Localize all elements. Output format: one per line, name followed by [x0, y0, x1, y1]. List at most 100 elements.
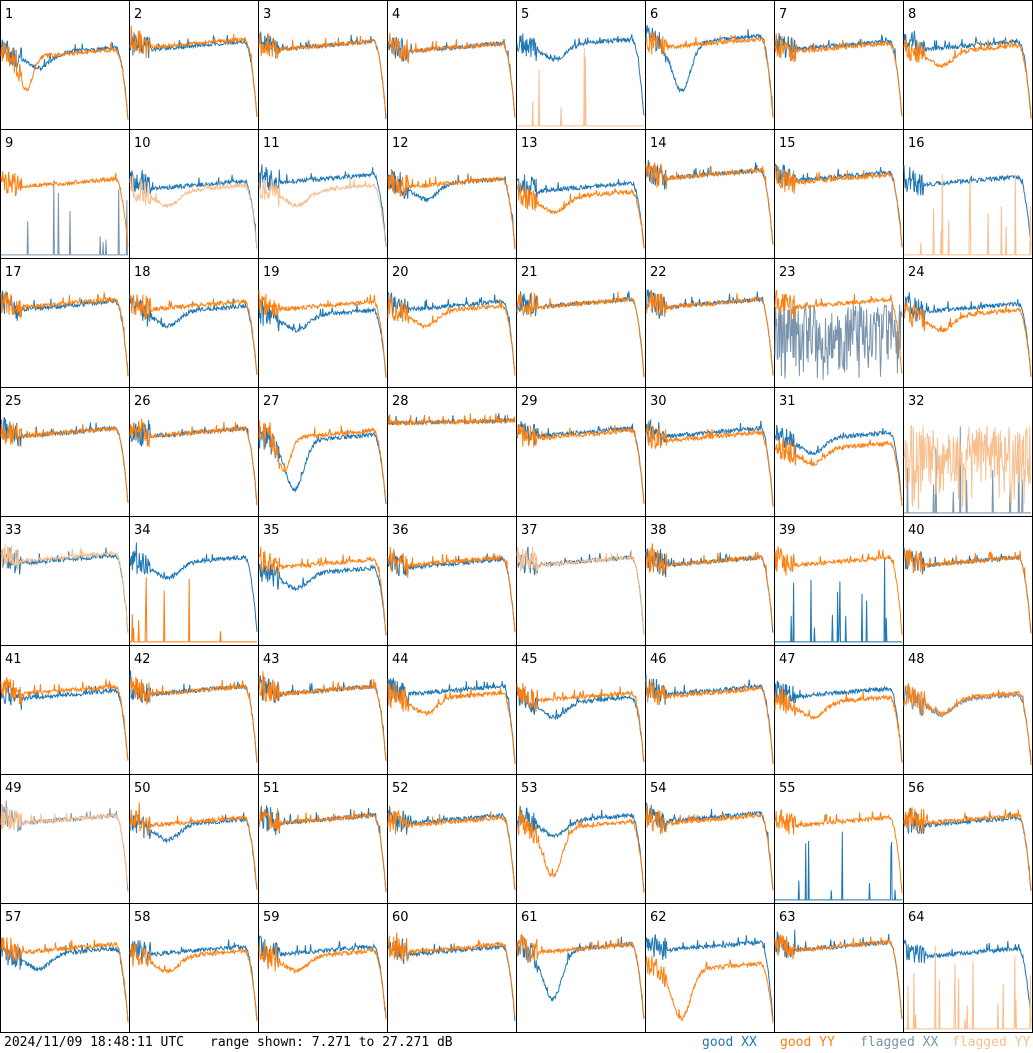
panel-14: 14 — [645, 129, 775, 259]
panel-60: 60 — [387, 903, 517, 1033]
series-xx-panel-64 — [903, 938, 1032, 1023]
panel-label: 16 — [908, 136, 925, 151]
series-yy-panel-2 — [129, 25, 258, 117]
panel-label: 38 — [650, 523, 667, 538]
panel-22: 22 — [645, 258, 775, 388]
series-xx-panel-46 — [645, 674, 774, 764]
panel-label: 54 — [650, 781, 667, 796]
series-yy-panel-62 — [645, 955, 774, 1024]
series-yy-panel-39 — [774, 546, 903, 636]
panel-label: 17 — [5, 265, 22, 280]
series-xx-panel-62 — [645, 934, 774, 1021]
series-yy-panel-63 — [774, 934, 903, 1020]
series-xx-panel-58 — [129, 939, 258, 1021]
panel-label: 45 — [521, 652, 538, 667]
panel-label: 6 — [650, 7, 658, 22]
series-yy-panel-18 — [129, 294, 258, 375]
panel-label: 19 — [263, 265, 280, 280]
panel-label: 57 — [5, 910, 22, 925]
panel-label: 20 — [392, 265, 409, 280]
panel-24: 24 — [903, 258, 1033, 388]
series-xx-panel-45 — [516, 687, 645, 763]
panel-32: 32 — [903, 387, 1033, 517]
panel-label: 14 — [650, 136, 667, 151]
panel-17: 17 — [0, 258, 130, 388]
panel-label: 63 — [779, 910, 796, 925]
panel-41: 41 — [0, 645, 130, 775]
panel-56: 56 — [903, 774, 1033, 904]
series-yy-panel-32 — [903, 425, 1032, 510]
series-yy-panel-61 — [516, 933, 645, 1020]
series-yy-panel-4 — [387, 32, 516, 118]
panel-border — [774, 0, 904, 130]
series-xx-panel-49 — [0, 800, 129, 892]
panel-48: 48 — [903, 645, 1033, 775]
panel-label: 36 — [392, 523, 409, 538]
series-yy-panel-19 — [258, 290, 387, 378]
panel-label: 25 — [5, 394, 22, 409]
series-yy-panel-57 — [0, 937, 129, 1023]
panel-20: 20 — [387, 258, 517, 388]
series-yy-panel-17 — [0, 291, 129, 377]
panel-44: 44 — [387, 645, 517, 775]
series-xx-panel-57 — [0, 942, 129, 1023]
series-yy-panel-46 — [645, 678, 774, 765]
panel-label: 60 — [392, 910, 409, 925]
panel-label: 33 — [5, 523, 22, 538]
range-label: range shown: 7.271 to 27.271 dB — [210, 1035, 453, 1050]
series-xx-panel-63 — [774, 929, 903, 1020]
series-xx-panel-32 — [904, 426, 1031, 514]
panel-39: 39 — [774, 516, 904, 646]
series-xx-panel-8 — [903, 30, 1032, 119]
panel-3: 3 — [258, 0, 388, 130]
series-xx-panel-23 — [774, 303, 903, 380]
series-xx-panel-2 — [129, 32, 258, 117]
panel-label: 1 — [5, 7, 13, 22]
panel-31: 31 — [774, 387, 904, 517]
series-xx-panel-15 — [774, 163, 903, 248]
panel-16: 16 — [903, 129, 1033, 259]
panel-23: 23 — [774, 258, 904, 388]
series-yy-panel-45 — [516, 682, 645, 763]
series-xx-panel-19 — [258, 300, 387, 378]
series-yy-panel-47 — [774, 687, 903, 764]
series-yy-panel-43 — [258, 671, 387, 762]
panel-label: 56 — [908, 781, 925, 796]
panel-26: 26 — [129, 387, 259, 517]
panel-label: 24 — [908, 265, 925, 280]
panel-label: 5 — [521, 7, 529, 22]
panel-27: 27 — [258, 387, 388, 517]
panel-12: 12 — [387, 129, 517, 259]
series-yy-panel-55 — [774, 809, 903, 894]
panel-border — [258, 0, 388, 130]
panel-47: 47 — [774, 645, 904, 775]
panel-15: 15 — [774, 129, 904, 259]
series-yy-panel-44 — [387, 682, 516, 765]
panel-border — [129, 0, 259, 130]
panel-label: 7 — [779, 7, 787, 22]
panel-18: 18 — [129, 258, 259, 388]
panel-11: 11 — [258, 129, 388, 259]
series-yy-panel-49 — [0, 804, 129, 886]
series-yy-panel-34 — [130, 577, 257, 643]
series-xx-panel-41 — [0, 682, 129, 761]
panel-label: 22 — [650, 265, 667, 280]
series-xx-panel-27 — [258, 426, 387, 504]
series-yy-panel-5 — [517, 48, 644, 127]
panel-label: 26 — [134, 394, 151, 409]
series-yy-panel-9 — [0, 171, 129, 247]
panel-label: 28 — [392, 394, 409, 409]
panel-52: 52 — [387, 774, 517, 904]
panel-49: 49 — [0, 774, 130, 904]
panel-label: 46 — [650, 652, 667, 667]
series-yy-panel-3 — [258, 33, 387, 116]
panel-2: 2 — [129, 0, 259, 130]
panel-label: 47 — [779, 652, 796, 667]
series-yy-panel-13 — [516, 182, 645, 249]
panel-43: 43 — [258, 645, 388, 775]
panel-21: 21 — [516, 258, 646, 388]
panel-38: 38 — [645, 516, 775, 646]
panel-label: 15 — [779, 136, 796, 151]
panel-58: 58 — [129, 903, 259, 1033]
